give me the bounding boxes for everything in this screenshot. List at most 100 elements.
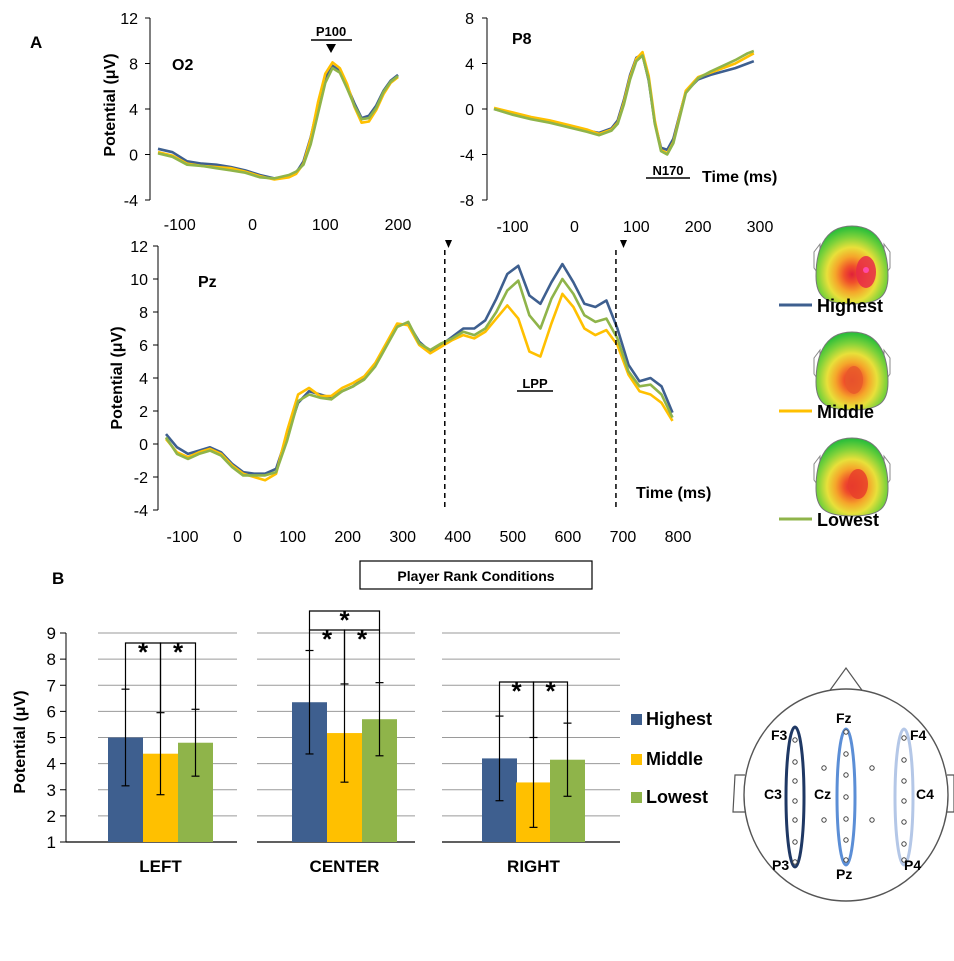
- window-start-marker-icon: [445, 240, 452, 248]
- x-tick-label: 200: [685, 219, 712, 236]
- x-tick-label: 100: [623, 219, 650, 236]
- head-nose: [827, 666, 865, 694]
- electrode-label-cz: Cz: [814, 786, 831, 802]
- y-tick-label: -4: [124, 193, 138, 210]
- y-tick-label: 7: [47, 676, 56, 695]
- electrode-dot: [869, 765, 875, 771]
- category-label-right: RIGHT: [507, 857, 561, 876]
- y-tick-label: 4: [47, 755, 56, 774]
- y-tick-label: 6: [139, 338, 148, 355]
- electrode-dot: [901, 841, 907, 847]
- x-tick-label: 100: [312, 217, 339, 234]
- x-tick-label: 700: [610, 529, 637, 546]
- electrode-dot: [792, 737, 798, 743]
- series-line-highest: [165, 262, 674, 476]
- x-tick-label: -100: [164, 217, 196, 234]
- plot-title-p8: P8: [512, 31, 532, 48]
- electrode-dot: [843, 729, 849, 735]
- category-label-left: LEFT: [139, 857, 182, 876]
- electrode-dot: [821, 817, 827, 823]
- y-tick-label: 9: [47, 624, 56, 643]
- annotation-p100: P100: [316, 24, 346, 39]
- significance-star: *: [545, 676, 556, 706]
- electrode-dot: [843, 837, 849, 843]
- electrode-label-p3: P3: [772, 857, 789, 873]
- y-tick-label: 8: [139, 305, 148, 322]
- significance-star: *: [357, 624, 368, 654]
- series-line-lowest: [164, 277, 674, 477]
- significance-bracket-left-ml: [159, 642, 197, 713]
- topomap-lowest: [813, 437, 891, 517]
- y-tick-label: -2: [134, 470, 148, 487]
- x-tick-label: 300: [747, 219, 774, 236]
- panel-label-a: A: [30, 33, 42, 52]
- electrode-dot: [821, 765, 827, 771]
- annotation-n170: N170: [652, 163, 683, 178]
- x-tick-label: 0: [570, 219, 579, 236]
- x-tick-label: 0: [248, 217, 257, 234]
- y-tick-label: 4: [465, 57, 474, 74]
- electrode-dot: [792, 859, 798, 865]
- x-axis-label-pz: Time (ms): [636, 485, 711, 502]
- electrode-dot: [792, 817, 798, 823]
- y-tick-label: 5: [47, 729, 56, 748]
- significance-bracket-center-hl: [308, 610, 381, 630]
- x-tick-label: 500: [499, 529, 526, 546]
- y-tick-label: 2: [139, 404, 148, 421]
- x-tick-label: -100: [497, 219, 529, 236]
- y-tick-label: 10: [130, 272, 148, 289]
- topomap-middle: [813, 331, 891, 411]
- significance-star: *: [322, 624, 333, 654]
- x-tick-label: 200: [385, 217, 412, 234]
- window-end-marker-icon: [620, 240, 627, 248]
- electrode-label-f3: F3: [771, 727, 788, 743]
- x-tick-label: -100: [167, 529, 199, 546]
- electrode-dot: [792, 759, 798, 765]
- conditions-title-box: [359, 560, 593, 590]
- y-tick-label: 8: [465, 11, 474, 28]
- y-tick-label: 3: [47, 781, 56, 800]
- electrode-dot: [901, 778, 907, 784]
- x-tick-label: 300: [389, 529, 416, 546]
- plot-title-pz: Pz: [198, 274, 217, 291]
- legend-b-label-highest: Highest: [646, 709, 712, 729]
- x-tick-label: 800: [665, 529, 692, 546]
- series-line-lowest: [157, 66, 399, 180]
- head-ear-left: [732, 774, 745, 813]
- electrode-label-p4: P4: [904, 857, 921, 873]
- y-tick-label: 0: [465, 102, 474, 119]
- y-tick-label: 4: [129, 102, 138, 119]
- y-tick-label: -4: [134, 503, 148, 520]
- topomap-highest: [813, 225, 891, 305]
- x-tick-label: 100: [279, 529, 306, 546]
- electrode-dot: [843, 816, 849, 822]
- legend-label-lowest: Lowest: [817, 510, 879, 530]
- p100-marker-icon: [326, 44, 336, 53]
- y-tick-label: 12: [120, 11, 138, 28]
- significance-bracket-right-ml: [532, 681, 569, 738]
- electrode-dot: [901, 798, 907, 804]
- legend-swatch-lowest: [631, 792, 642, 803]
- electrode-label-fz: Fz: [836, 710, 852, 726]
- electrode-label-pz: Pz: [836, 866, 852, 882]
- electrode-head-map: F3 C3 P3 Fz Cz Pz F4 C4 P4: [732, 666, 954, 902]
- electrode-dot: [901, 857, 907, 863]
- electrode-dot: [869, 817, 875, 823]
- electrode-dot: [792, 778, 798, 784]
- y-axis-label-o2: Potential (μV): [102, 53, 119, 156]
- x-tick-label: 200: [334, 529, 361, 546]
- x-tick-label: 600: [555, 529, 582, 546]
- series-line-lowest: [493, 49, 755, 156]
- category-label-center: CENTER: [310, 857, 380, 876]
- electrode-group-center-ring: [835, 727, 857, 867]
- electrode-dot: [901, 757, 907, 763]
- y-tick-label: -8: [460, 193, 474, 210]
- erp-plot-p8: P8 N170 Time (ms) -8 -4 0 4 8 -100 0 100 200 300: [460, 11, 778, 236]
- y-tick-label: 6: [47, 702, 56, 721]
- legend-swatch-highest: [631, 714, 642, 725]
- panel-label-b: B: [52, 569, 64, 588]
- significance-star: *: [173, 637, 184, 667]
- legend-b-label-middle: Middle: [646, 749, 703, 769]
